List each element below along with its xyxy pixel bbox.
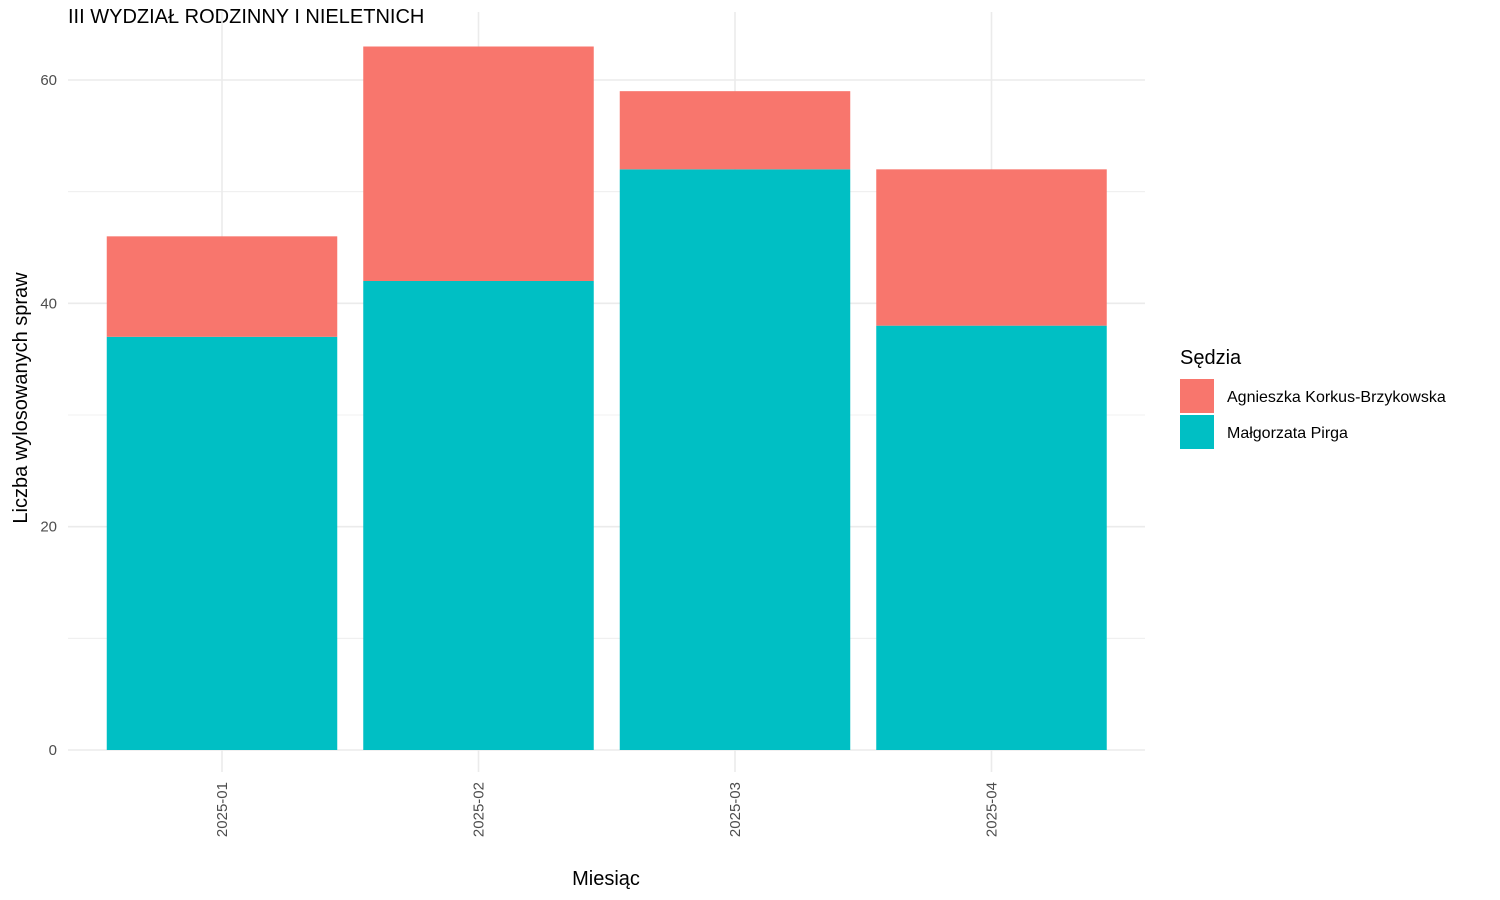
legend-title: Sędzia [1180, 347, 1242, 369]
y-tick-label: 0 [49, 742, 57, 759]
y-tick-label: 20 [40, 519, 57, 536]
x-tick-label: 2025-02 [471, 782, 488, 837]
bar-agnieszka-korkus-brzykowska-2025-01 [106, 236, 338, 337]
chart-title: III WYDZIAŁ RODZINNY I NIELETNICH [68, 6, 425, 28]
legend-label: Małgorzata Pirga [1227, 425, 1348, 442]
bar-agnieszka-korkus-brzykowska-2025-02 [363, 46, 594, 281]
bar-agnieszka-korkus-brzykowska-2025-04 [876, 169, 1107, 326]
bar-malgorzata-pirga-2025-04 [876, 325, 1107, 750]
bar-malgorzata-pirga-2025-01 [106, 336, 338, 750]
bar-malgorzata-pirga-2025-03 [619, 169, 851, 751]
x-axis-title: Miesiąc [572, 868, 640, 890]
legend-key [1180, 379, 1214, 413]
x-tick-label: 2025-04 [984, 782, 1001, 837]
y-tick-label: 60 [40, 72, 57, 89]
legend-label: Agnieszka Korkus-Brzykowska [1227, 389, 1446, 406]
x-tick-label: 2025-03 [727, 782, 744, 837]
y-tick-label: 40 [40, 295, 57, 312]
bar-malgorzata-pirga-2025-02 [363, 281, 594, 750]
bar-agnieszka-korkus-brzykowska-2025-03 [619, 91, 851, 170]
y-axis-title: Liczba wylosowanych spraw [10, 272, 32, 524]
legend-key [1180, 415, 1214, 449]
x-tick-label: 2025-01 [214, 782, 231, 837]
